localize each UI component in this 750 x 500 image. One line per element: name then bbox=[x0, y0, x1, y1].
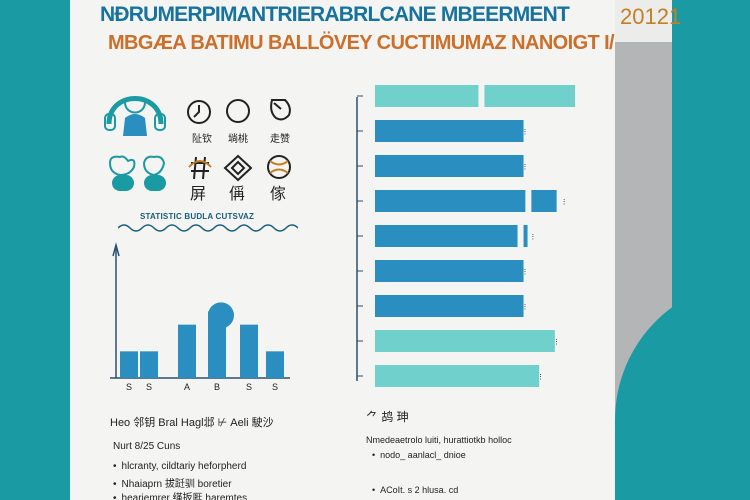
left-tick-label-2: S bbox=[146, 382, 152, 392]
infographic-panel bbox=[70, 0, 615, 500]
icon-caption-1: 阯钦 bbox=[192, 134, 212, 145]
right-bar-5-end-mark: ⋮ bbox=[529, 234, 536, 241]
right-bar-2-segment-1 bbox=[375, 120, 524, 142]
left-tick-label-5: S bbox=[246, 382, 252, 392]
title-line-2: MBGÆA BATIMU BALLÖVEY CUCTIMUMAZ NANOIGT… bbox=[108, 32, 615, 54]
right-bar-6-segment-1 bbox=[375, 260, 524, 282]
left-bar-3 bbox=[178, 324, 196, 378]
right-bar-5-segment-2 bbox=[523, 225, 528, 247]
right-bar-5-segment-1 bbox=[375, 225, 518, 247]
right-bar-9-end-mark: ⋮ bbox=[537, 374, 544, 381]
left-bullet-2: Nhaiaprn 拔跹驯 boretier bbox=[113, 475, 232, 490]
right-bar-8-segment-1 bbox=[375, 330, 555, 352]
icon-caption-5: 偁 bbox=[229, 186, 246, 203]
year-label: 20121 bbox=[620, 4, 682, 29]
right-bar-6-end-mark: ⋮ bbox=[522, 269, 529, 276]
right-summary-subheading: Nmedeaetrolo luiti, hurattiotkb holloc bbox=[366, 435, 512, 445]
hash-icon bbox=[188, 156, 212, 180]
left-bar-4 bbox=[208, 311, 226, 378]
left-summary-subheading: Nurt 8/25 Cuns bbox=[113, 441, 181, 452]
left-bar-6 bbox=[266, 351, 284, 378]
right-bar-1-segment-1 bbox=[375, 85, 479, 107]
left-bar-5 bbox=[240, 324, 258, 378]
left-bar-2 bbox=[140, 351, 158, 378]
right-bar-7-segment-1 bbox=[375, 295, 524, 317]
diamond-icon bbox=[223, 154, 253, 182]
left-tick-label-3: A bbox=[184, 382, 190, 392]
right-bar-9-segment-1 bbox=[375, 365, 540, 387]
section-label: STATISTIC BUDLA CUTSVAZ bbox=[140, 212, 255, 221]
left-teal-band bbox=[0, 0, 70, 500]
left-chart-y-axis-arrow bbox=[112, 242, 120, 257]
left-tick-label-6: S bbox=[272, 382, 278, 392]
horizontal-bar-chart: ⋮⋮⋮⋮⋮⋮⋮⋮⋮ bbox=[356, 85, 575, 387]
circle-icon bbox=[226, 99, 250, 123]
clock-icon bbox=[187, 100, 211, 124]
bottom-right-teal-curve bbox=[615, 280, 750, 500]
right-bar-7-end-mark: ⋮ bbox=[522, 304, 529, 311]
wave-divider bbox=[118, 224, 298, 232]
right-bullet-1: nodo_ aanlacl_ dnioe bbox=[372, 450, 466, 460]
left-summary-heading: Heo 邻钥 Bral Hagl邶 ⊬ Aeli 駛沙 bbox=[110, 417, 274, 429]
right-bar-1-segment-2 bbox=[484, 85, 575, 107]
left-tick-label-4: B bbox=[214, 382, 220, 392]
right-bar-3-end-mark: ⋮ bbox=[522, 164, 529, 171]
right-bar-4-segment-2 bbox=[531, 190, 557, 212]
title-line-1: NÐRUMERPIMANTRIERABRLCANE MBEERMENT bbox=[100, 3, 570, 26]
right-bar-8-end-mark: ⋮ bbox=[553, 339, 560, 346]
right-bar-4-segment-1 bbox=[375, 190, 526, 212]
headset-person-icon bbox=[104, 96, 166, 136]
teal-blob-icons bbox=[108, 155, 166, 191]
right-bullet-2: ACoIt. s 2 hlusa. cd bbox=[372, 485, 458, 495]
icon-caption-6: 傢 bbox=[270, 186, 287, 203]
icon-caption-2: 埫桃 bbox=[228, 134, 248, 145]
left-tick-label-1: S bbox=[126, 382, 132, 392]
right-bar-2-end-mark: ⋮ bbox=[522, 129, 529, 136]
icon-caption-3: 走赞 bbox=[270, 134, 290, 145]
left-bar-1 bbox=[120, 351, 138, 378]
icon-caption-4: 屏 bbox=[190, 186, 207, 203]
left-bullet-1: hlcranty, cildtariy heforpherd bbox=[113, 461, 247, 472]
right-summary-heading: ⺈ 鸪 珅 bbox=[366, 410, 409, 424]
drop-icon bbox=[270, 99, 291, 121]
globe-icon bbox=[267, 155, 291, 179]
right-bar-4-end-mark: ⋮ bbox=[561, 199, 568, 206]
right-bar-3-segment-1 bbox=[375, 155, 524, 177]
left-bullet-3: heariemrer 缂扳匨 haremtes bbox=[113, 489, 248, 500]
